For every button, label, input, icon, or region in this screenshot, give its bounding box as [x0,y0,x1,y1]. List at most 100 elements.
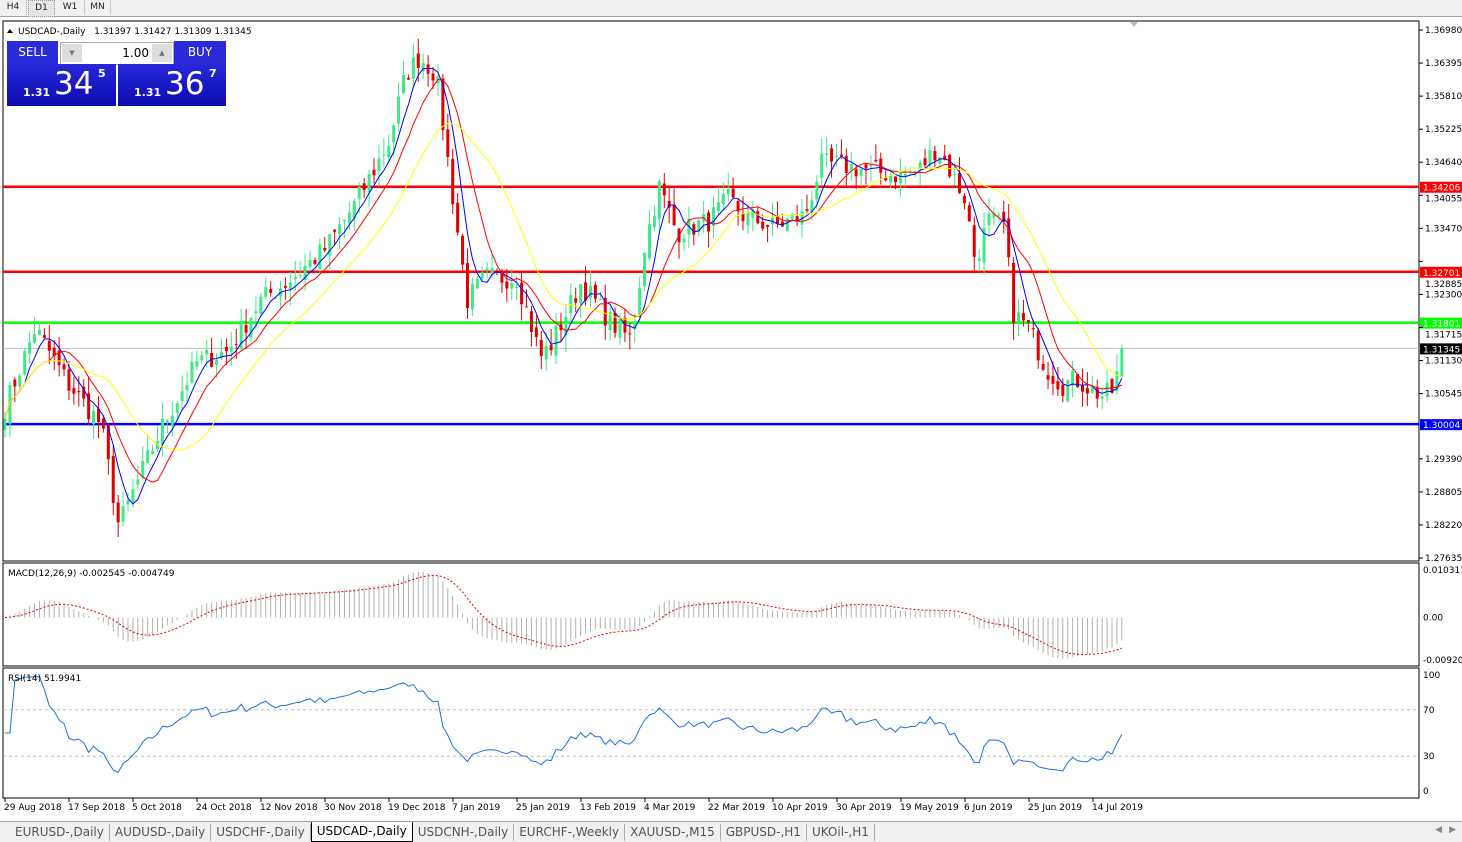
candle-body [456,202,460,233]
tab-gbpusd[interactable]: GBPUSD-,H1 [721,824,807,841]
candle-body [328,233,332,256]
candle-body [382,154,386,156]
tab-usdchf[interactable]: USDCHF-,Daily [211,824,311,841]
price-tick-label: 1.29390 [1425,455,1462,465]
candle-body [1051,376,1055,384]
candle-body [357,186,361,199]
tab-eurchf[interactable]: EURCHF-,Weekly [514,824,626,841]
candle [461,233,465,271]
buy-price[interactable]: 1.31 36 7 [118,64,226,106]
candle-body [554,325,558,356]
macd-frame [2,562,1420,667]
candle-body [1115,371,1119,392]
candle [431,67,435,89]
candle-body [967,205,971,222]
collapse-triangle-icon[interactable] [7,29,13,33]
candle [766,224,770,243]
candle-body [539,339,543,357]
candle-body [421,63,425,72]
timeframe-d1[interactable]: D1 [28,0,55,17]
candle [254,296,258,330]
candle [1017,299,1021,336]
candle [628,322,632,350]
tabs-scroll-right-icon[interactable]: ▶ [1449,825,1456,835]
date-tick-label: 19 May 2019 [900,803,959,813]
sell-price[interactable]: 1.31 34 5 [7,64,116,106]
candle [593,281,597,303]
candle [1061,378,1065,403]
candle [180,375,184,411]
lot-decrease-icon[interactable]: ▼ [62,44,82,62]
price-tick-label: 1.33470 [1425,224,1462,234]
candle [648,209,652,261]
candle [333,229,337,245]
candle-body [913,171,917,173]
timeframe-mn[interactable]: MN [85,0,111,15]
candle [28,331,32,363]
lot-value[interactable]: 1.00 [122,46,149,60]
lot-size-field[interactable]: ▼ 1.00 ▲ [60,42,174,65]
candle [33,317,37,344]
candle-body [569,295,573,314]
candle-body [928,150,932,167]
chart-shift-marker-icon[interactable] [1130,22,1138,27]
candle-body [465,263,469,308]
candle-body [170,415,174,427]
sell-button[interactable]: SELL [7,41,58,64]
candle [485,261,489,279]
candle [795,205,799,226]
candle [397,82,401,132]
candle [608,306,612,341]
candle-body [657,181,661,219]
candle [318,238,322,275]
candle [72,376,76,405]
candle [943,144,947,161]
tab-audusd[interactable]: AUDUSD-,Daily [110,824,212,841]
tabs-scroll-left-icon[interactable]: ◀ [1435,825,1442,835]
candle-body [101,418,105,429]
candle-body [495,270,499,272]
date-tick-label: 22 Mar 2019 [708,803,765,813]
macd-tick-label: 0.00 [1423,614,1443,624]
lot-increase-icon[interactable]: ▲ [152,44,172,62]
candle [603,284,607,340]
level-price-label: 1.30004 [1423,421,1460,431]
candle-body [1031,328,1035,330]
timeframe-h4[interactable]: H4 [0,0,27,15]
candle [716,187,720,214]
tab-eurusd[interactable]: EURUSD-,Daily [10,824,110,841]
candle-body [1056,381,1060,390]
candle-body [18,375,22,387]
candle [525,289,529,308]
candle [721,182,725,212]
tab-xauusd[interactable]: XAUUSD-,M15 [625,824,721,841]
candle-body [1120,348,1124,377]
tab-usdcad[interactable]: USDCAD-,Daily [310,822,413,842]
candle [515,276,519,300]
candle-body [948,154,952,177]
tab-ukoil[interactable]: UKOil-,H1 [807,824,875,841]
candle-body [244,325,248,333]
candle [234,328,238,359]
candle-body [662,183,666,196]
candle [96,396,100,439]
buy-button[interactable]: BUY [174,41,226,64]
candle-body [707,212,711,232]
candle [751,201,755,232]
macd-tick-label: -0.009203 [1423,656,1462,666]
candle-body [293,277,297,280]
candle-body [274,297,278,299]
candle-body [500,272,504,283]
candle [126,492,130,511]
candle [830,144,834,178]
candle-body [638,287,642,317]
tab-usdcnh[interactable]: USDCNH-,Daily [413,824,515,841]
timeframe-w1[interactable]: W1 [56,0,85,15]
candle [1021,299,1025,327]
level-price-label: 1.31801 [1423,320,1460,330]
candle-body [603,298,607,326]
candle-body [441,78,445,131]
candle-body [918,162,922,170]
date-tick-label: 30 Nov 2018 [324,803,382,813]
